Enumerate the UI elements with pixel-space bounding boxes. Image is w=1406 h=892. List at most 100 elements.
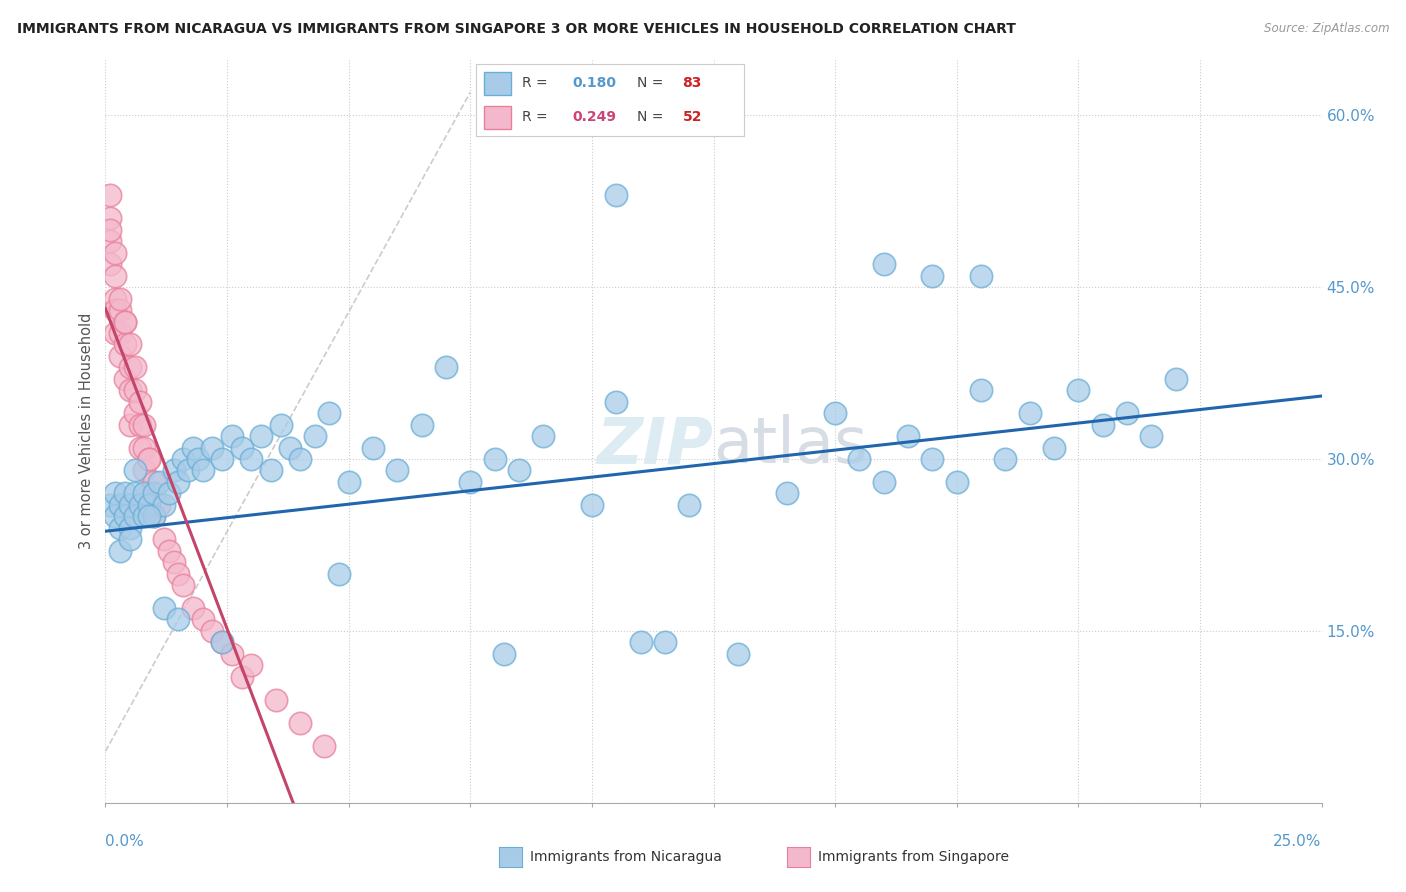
Point <box>114 314 136 328</box>
Y-axis label: 3 or more Vehicles in Household: 3 or more Vehicles in Household <box>79 312 94 549</box>
Point <box>124 486 146 500</box>
Point <box>128 498 150 512</box>
Point <box>191 463 214 477</box>
Point <box>260 463 283 477</box>
Point <box>387 463 409 477</box>
Point <box>134 417 156 432</box>
Point <box>508 463 530 477</box>
Text: Immigrants from Nicaragua: Immigrants from Nicaragua <box>530 850 721 864</box>
Point <box>138 452 160 467</box>
Point <box>143 509 166 524</box>
Point <box>162 555 184 569</box>
Point <box>1018 406 1040 420</box>
Point <box>775 486 797 500</box>
Point <box>124 384 146 398</box>
Point <box>654 635 676 649</box>
Point <box>221 647 243 661</box>
Point <box>201 624 224 638</box>
Point <box>124 509 146 524</box>
Point <box>98 257 121 271</box>
Point <box>108 303 131 318</box>
Point <box>211 635 233 649</box>
Point <box>143 475 166 489</box>
Point <box>153 601 176 615</box>
Point <box>240 452 263 467</box>
Point <box>98 235 121 249</box>
Point <box>318 406 340 420</box>
Point <box>98 188 121 202</box>
Point <box>824 406 846 420</box>
Point <box>114 486 136 500</box>
Point <box>221 429 243 443</box>
Point <box>172 578 194 592</box>
Point <box>897 429 920 443</box>
Point <box>270 417 292 432</box>
Point <box>143 486 166 500</box>
Point <box>124 360 146 375</box>
Point <box>108 292 131 306</box>
Point <box>361 441 384 455</box>
Point <box>434 360 457 375</box>
Point <box>484 452 506 467</box>
Point <box>118 360 141 375</box>
Text: Source: ZipAtlas.com: Source: ZipAtlas.com <box>1264 22 1389 36</box>
Point <box>134 486 156 500</box>
Point <box>678 498 700 512</box>
Point <box>108 543 131 558</box>
Point <box>104 509 127 524</box>
Point <box>231 441 253 455</box>
Point <box>124 463 146 477</box>
Point <box>1140 429 1163 443</box>
Point <box>187 452 209 467</box>
Point <box>264 692 287 706</box>
Text: 0.0%: 0.0% <box>105 834 145 849</box>
Point <box>114 509 136 524</box>
Point <box>118 533 141 547</box>
Text: atlas: atlas <box>713 414 868 476</box>
Point <box>134 463 156 477</box>
Point <box>337 475 360 489</box>
Point <box>328 566 350 581</box>
Point <box>921 268 943 283</box>
Point <box>153 498 176 512</box>
Point <box>1067 384 1090 398</box>
Point <box>278 441 301 455</box>
Point <box>104 268 127 283</box>
Point <box>128 417 150 432</box>
Text: IMMIGRANTS FROM NICARAGUA VS IMMIGRANTS FROM SINGAPORE 3 OR MORE VEHICLES IN HOU: IMMIGRANTS FROM NICARAGUA VS IMMIGRANTS … <box>17 22 1015 37</box>
Text: Immigrants from Singapore: Immigrants from Singapore <box>818 850 1010 864</box>
Point <box>177 463 200 477</box>
Point <box>114 314 136 328</box>
Text: ZIP: ZIP <box>596 414 713 476</box>
Point <box>118 337 141 351</box>
Point <box>153 533 176 547</box>
Point <box>104 326 127 340</box>
Point <box>162 463 184 477</box>
Point <box>104 245 127 260</box>
Text: 25.0%: 25.0% <box>1274 834 1322 849</box>
Point <box>873 475 896 489</box>
Point <box>118 417 141 432</box>
Point <box>157 543 180 558</box>
Point <box>98 498 121 512</box>
Point <box>1091 417 1114 432</box>
Point <box>1043 441 1066 455</box>
Point <box>138 452 160 467</box>
Point <box>148 498 170 512</box>
Point <box>157 486 180 500</box>
Point <box>945 475 967 489</box>
Point <box>288 452 311 467</box>
Point <box>211 635 233 649</box>
Point <box>148 475 170 489</box>
Point <box>134 441 156 455</box>
Point <box>231 670 253 684</box>
Point <box>114 337 136 351</box>
Point <box>873 257 896 271</box>
Point <box>994 452 1017 467</box>
Point <box>458 475 481 489</box>
Point <box>118 384 141 398</box>
Point <box>172 452 194 467</box>
Point <box>970 384 993 398</box>
Point <box>128 394 150 409</box>
Point <box>630 635 652 649</box>
